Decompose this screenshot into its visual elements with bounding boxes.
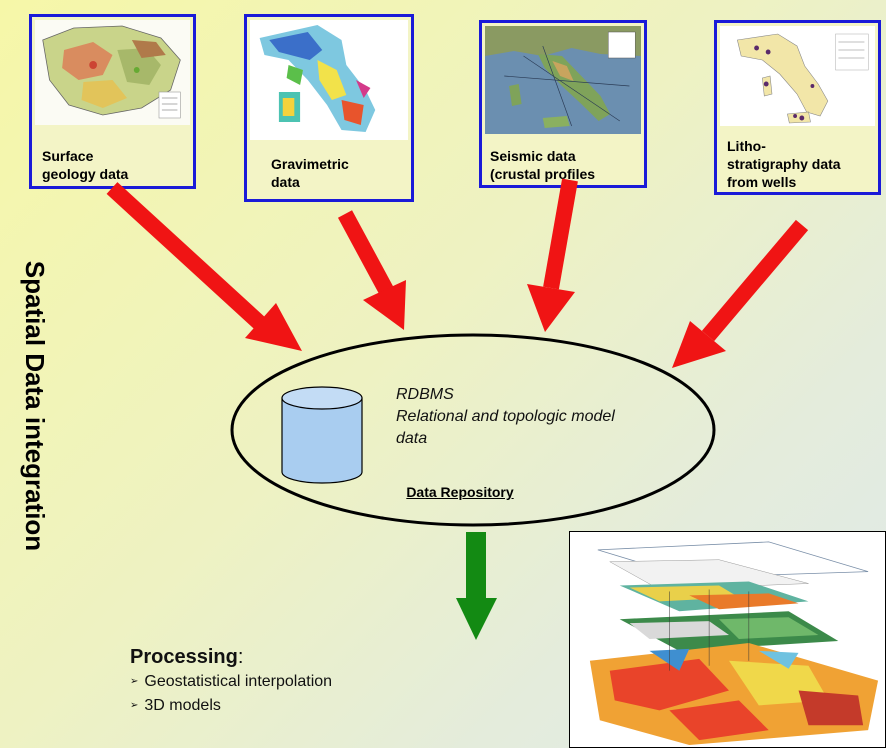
repository-line-3: data <box>396 430 428 447</box>
repository-line-1: RDBMS <box>396 386 454 403</box>
surface-geology-label: Surface geology data <box>42 148 129 182</box>
repository-line-2: Relational and topologic model <box>396 408 615 425</box>
list-item: ➢ Geostatistical interpolation <box>130 673 333 690</box>
seismic-label: Seismic data (crustal profiles <box>490 148 596 182</box>
input-arrow-3 <box>527 178 578 332</box>
database-cylinder-icon <box>281 386 363 484</box>
bullet-icon: ➢ <box>130 676 139 687</box>
surface-geology-card: Surface geology data <box>29 14 196 189</box>
repository-label: Data Repository <box>406 484 514 500</box>
processing-section: Processing: ➢ Geostatistical interpolatio… <box>130 646 490 719</box>
3d-model-image <box>569 531 886 748</box>
gravimetric-card: Gravimetric data <box>244 14 414 202</box>
input-arrow-4 <box>672 219 809 368</box>
wells-label: Litho- stratigraphy data from wells <box>727 138 841 190</box>
processing-list: ➢ Geostatistical interpolation ➢ 3D models <box>130 671 490 719</box>
input-arrow-2 <box>337 210 406 330</box>
gravimetric-label: Gravimetric data <box>271 156 349 190</box>
bullet-icon: ➢ <box>130 700 139 711</box>
input-arrow-1 <box>106 182 302 351</box>
side-title: Spatial Data integration <box>20 260 50 552</box>
wells-card: Litho- stratigraphy data from wells <box>714 20 881 195</box>
seismic-card: Seismic data (crustal profiles <box>479 20 647 188</box>
gravimetric-map <box>250 20 408 140</box>
seismic-map <box>485 26 641 134</box>
wells-map <box>720 26 875 126</box>
output-arrow <box>456 532 497 640</box>
repository-description: RDBMS Relational and topologic model dat… <box>396 384 686 450</box>
processing-title: Processing: <box>130 646 244 668</box>
list-item: ➢ 3D models <box>130 697 221 714</box>
surface-geology-map <box>35 20 190 125</box>
